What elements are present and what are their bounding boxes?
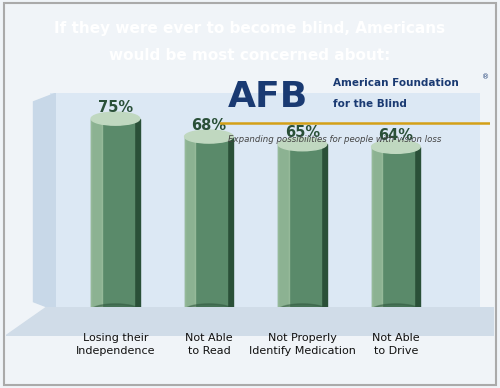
Text: AFB: AFB — [228, 80, 308, 114]
Text: 75%: 75% — [98, 100, 133, 115]
Bar — [321, 144, 326, 310]
Ellipse shape — [91, 304, 140, 317]
Bar — [414, 147, 420, 310]
Ellipse shape — [372, 140, 420, 153]
Text: would be most concerned about:: would be most concerned about: — [110, 48, 390, 63]
Text: Not Able
to Read: Not Able to Read — [185, 333, 232, 356]
Ellipse shape — [278, 304, 326, 317]
Text: Expanding possibilities for people with vision loss: Expanding possibilities for people with … — [228, 135, 442, 144]
Ellipse shape — [184, 130, 233, 143]
Text: 65%: 65% — [285, 125, 320, 140]
Bar — [134, 119, 140, 310]
Bar — [184, 137, 228, 310]
Text: 64%: 64% — [378, 128, 414, 143]
Bar — [184, 137, 196, 310]
Text: 68%: 68% — [192, 118, 226, 133]
Bar — [278, 144, 289, 310]
Bar — [91, 119, 102, 310]
Text: ®: ® — [482, 74, 489, 81]
Bar — [372, 147, 382, 310]
Ellipse shape — [372, 304, 420, 317]
Ellipse shape — [91, 112, 140, 125]
Bar — [278, 144, 321, 310]
Ellipse shape — [184, 304, 233, 317]
Text: Losing their
Independence: Losing their Independence — [76, 333, 155, 356]
Bar — [228, 137, 233, 310]
Polygon shape — [34, 93, 56, 310]
Text: for the Blind: for the Blind — [334, 99, 407, 109]
Text: Not Properly
Identify Medication: Not Properly Identify Medication — [249, 333, 356, 356]
Ellipse shape — [278, 138, 326, 151]
Text: American Foundation: American Foundation — [334, 78, 459, 88]
Bar — [372, 147, 414, 310]
Bar — [91, 119, 134, 310]
Text: Not Able
to Drive: Not Able to Drive — [372, 333, 420, 356]
Polygon shape — [6, 307, 494, 336]
Text: If they were ever to become blind, Americans: If they were ever to become blind, Ameri… — [54, 21, 446, 36]
